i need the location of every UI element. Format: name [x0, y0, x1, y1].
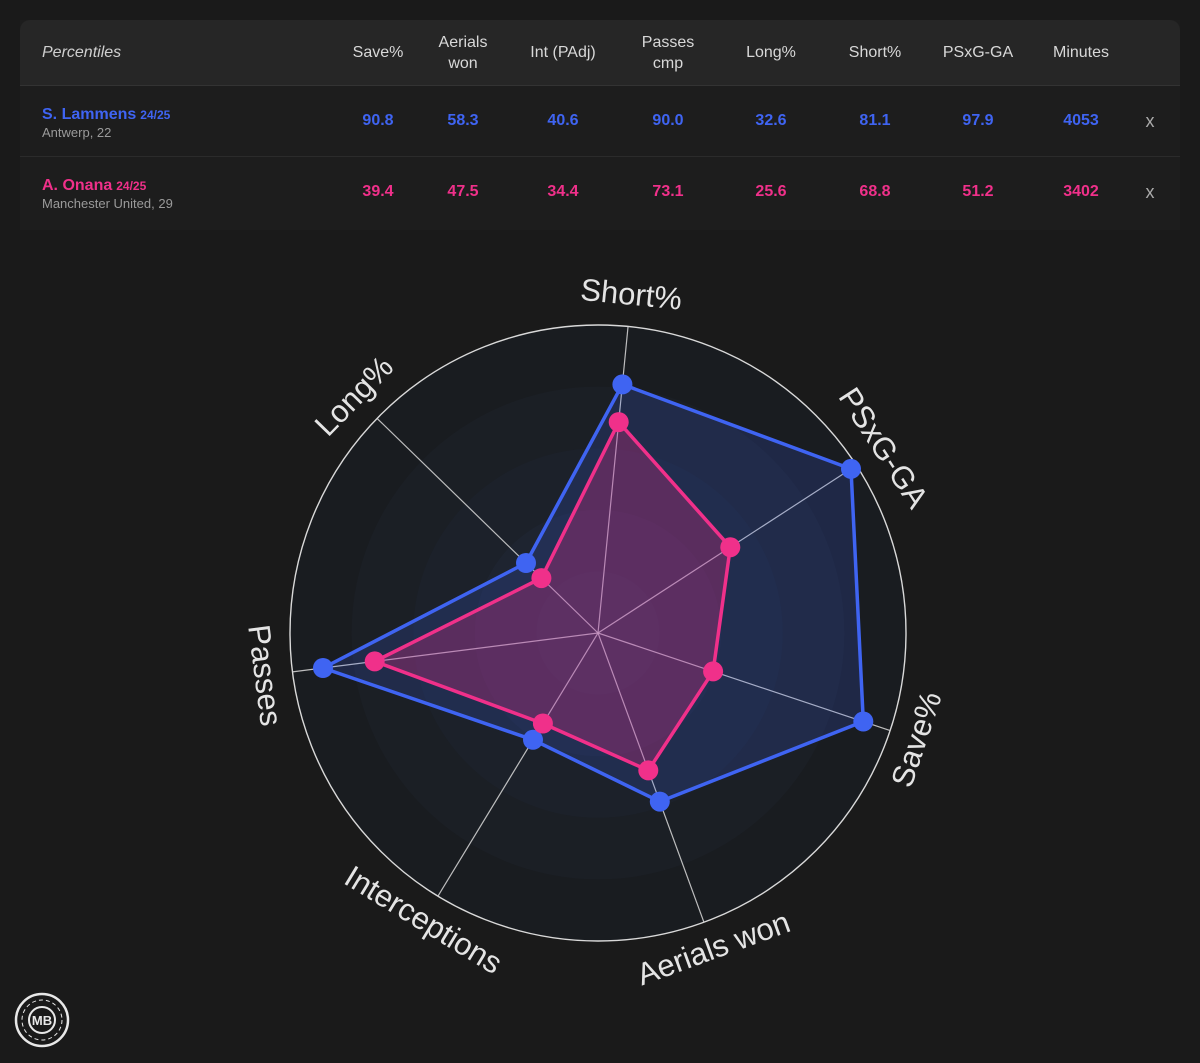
player-name[interactable]: S. Lammens 24/25: [42, 106, 170, 124]
comparison-table: Percentiles Save% Aerials won Int (PAdj)…: [20, 20, 1180, 230]
header-aerials-won[interactable]: Aerials won: [438, 33, 488, 72]
radar-point: [841, 458, 861, 479]
logo-text: MB: [32, 1013, 52, 1028]
header-int-padj[interactable]: Int (PAdj): [530, 44, 596, 61]
radar-point: [649, 791, 670, 812]
radar-spoke: [597, 632, 891, 732]
header-short-pct[interactable]: Short%: [848, 44, 902, 61]
value-minutes: 3402: [1063, 183, 1099, 200]
player-season: 24/25: [116, 179, 147, 193]
radar-point: [720, 537, 741, 558]
table-row: S. Lammens 24/25 Antwerp, 22 90.8 58.3 40…: [20, 86, 1180, 157]
radar-spoke: [376, 417, 599, 634]
radar-point: [523, 729, 543, 750]
value-int-padj: 34.4: [547, 183, 579, 200]
player-name-text: S. Lammens: [42, 106, 137, 123]
radar-spoke: [292, 632, 599, 673]
radar-point: [313, 658, 333, 678]
header-long-pct[interactable]: Long%: [746, 44, 796, 61]
value-passes-cmp: 90.0: [652, 112, 684, 129]
value-int-padj: 40.6: [547, 112, 579, 129]
radar-series-area: [372, 420, 733, 773]
radar-point: [532, 713, 553, 734]
value-long-pct: 25.6: [755, 183, 787, 200]
value-short-pct: 68.8: [859, 183, 891, 200]
value-minutes: 4053: [1063, 112, 1099, 129]
remove-player-button[interactable]: x: [1145, 110, 1155, 131]
radar-point: [531, 568, 552, 589]
player-name-text: A. Onana: [42, 177, 113, 194]
player-season: 24/25: [140, 108, 171, 122]
radar-spoke: [437, 632, 599, 897]
radar-point: [364, 651, 385, 672]
remove-player-button[interactable]: x: [1145, 181, 1155, 202]
radar-point: [638, 760, 659, 781]
value-short-pct: 81.1: [859, 112, 891, 129]
radar-point: [516, 553, 536, 573]
player-club: Antwerp, 22: [42, 125, 112, 140]
value-psxg-ga: 97.9: [962, 112, 994, 129]
value-aerials-won: 47.5: [447, 183, 479, 200]
header-percentiles: Percentiles: [42, 43, 122, 61]
radar-point: [608, 412, 629, 433]
value-long-pct: 32.6: [755, 112, 787, 129]
player-club: Manchester United, 29: [42, 196, 173, 211]
player-name[interactable]: A. Onana 24/25: [42, 177, 146, 195]
table-header: Percentiles Save% Aerials won Int (PAdj)…: [20, 20, 1180, 86]
header-passes-cmp[interactable]: Passes cmp: [641, 33, 695, 72]
table-row: A. Onana 24/25 Manchester United, 29 39.4…: [20, 157, 1180, 227]
radar-series-area: [321, 382, 866, 804]
header-minutes[interactable]: Minutes: [1052, 44, 1110, 61]
value-save-pct: 39.4: [362, 183, 394, 200]
header-save-pct[interactable]: Save%: [352, 44, 404, 61]
value-save-pct: 90.8: [362, 112, 394, 129]
value-aerials-won: 58.3: [447, 112, 479, 129]
radar-axis-label: Passes: [241, 623, 289, 728]
radar-point: [853, 711, 874, 732]
mb-logo-icon: MB: [14, 992, 70, 1048]
header-psxg-ga[interactable]: PSxG-GA: [942, 44, 1014, 61]
radar-axis-label: Short%: [579, 272, 684, 317]
radar-outer-circle: [289, 324, 907, 942]
radar-point: [703, 661, 724, 682]
radar-point: [612, 374, 633, 395]
value-psxg-ga: 51.2: [962, 183, 994, 200]
value-passes-cmp: 73.1: [652, 183, 684, 200]
